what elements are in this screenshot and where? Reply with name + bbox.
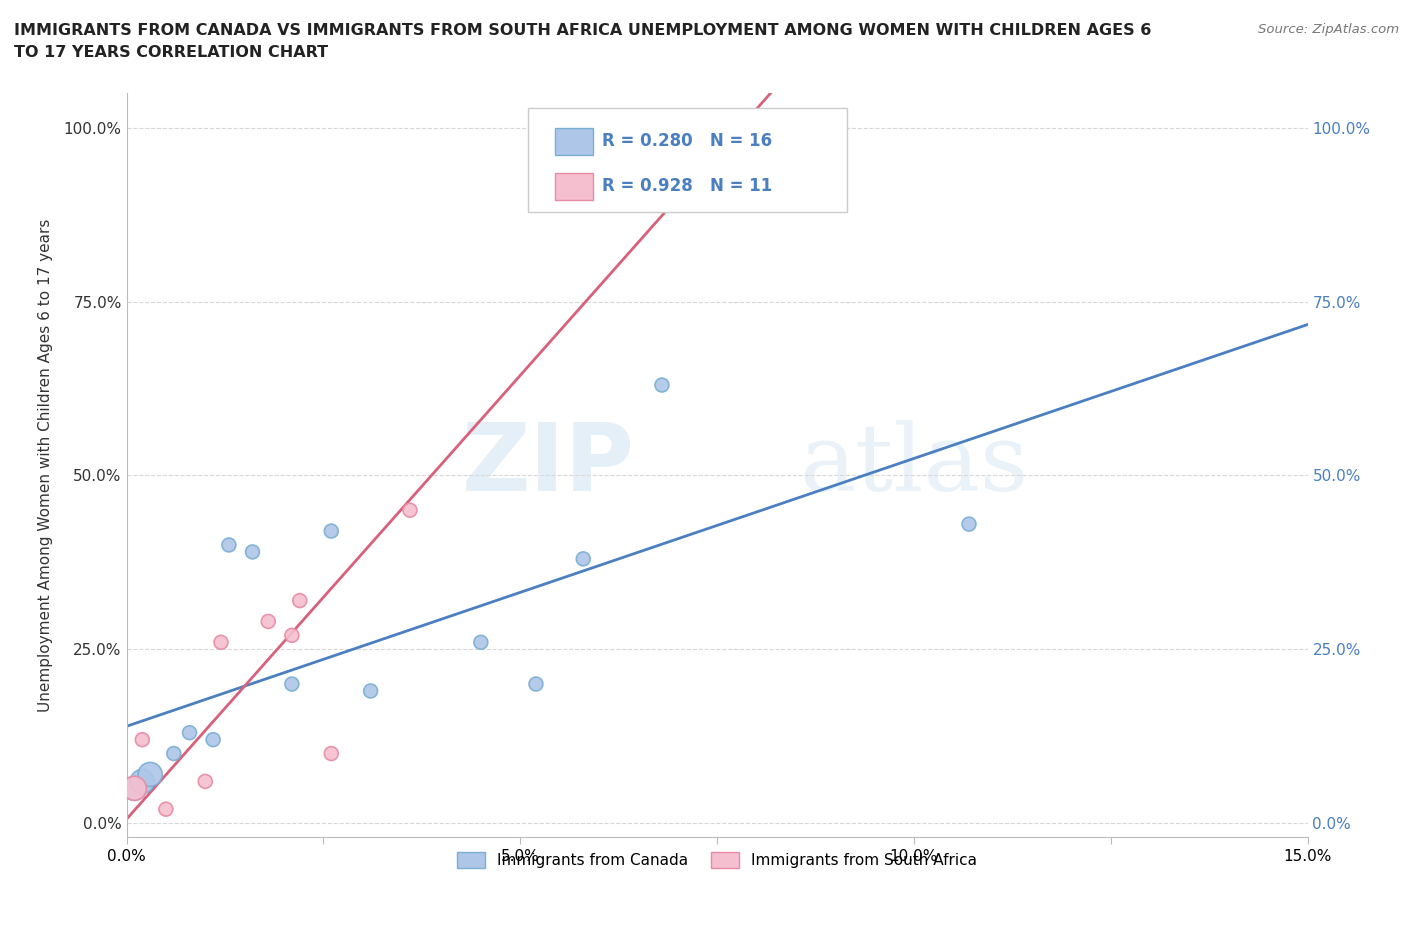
Point	[194, 774, 217, 789]
Text: atlas: atlas	[800, 420, 1029, 510]
Text: TO 17 YEARS CORRELATION CHART: TO 17 YEARS CORRELATION CHART	[14, 45, 328, 60]
Y-axis label: Unemployment Among Women with Children Ages 6 to 17 years: Unemployment Among Women with Children A…	[38, 219, 52, 711]
Point	[124, 781, 146, 796]
Point	[257, 614, 280, 629]
Point	[179, 725, 201, 740]
Point	[321, 524, 343, 538]
Point	[957, 517, 980, 532]
Point	[470, 635, 492, 650]
Point	[281, 628, 304, 643]
Point	[202, 732, 225, 747]
Text: ZIP: ZIP	[461, 419, 634, 511]
Point	[321, 746, 343, 761]
Point	[209, 635, 232, 650]
Point	[131, 732, 153, 747]
Text: IMMIGRANTS FROM CANADA VS IMMIGRANTS FROM SOUTH AFRICA UNEMPLOYMENT AMONG WOMEN : IMMIGRANTS FROM CANADA VS IMMIGRANTS FRO…	[14, 23, 1152, 38]
Point	[360, 684, 382, 698]
Point	[124, 781, 146, 796]
Point	[139, 767, 162, 782]
Text: Source: ZipAtlas.com: Source: ZipAtlas.com	[1258, 23, 1399, 36]
Text: R = 0.928   N = 11: R = 0.928 N = 11	[603, 177, 773, 195]
Point	[155, 802, 177, 817]
Point	[524, 677, 547, 692]
Point	[242, 544, 264, 559]
FancyBboxPatch shape	[555, 173, 593, 200]
Point	[572, 551, 595, 566]
Point	[643, 169, 665, 184]
Point	[163, 746, 186, 761]
FancyBboxPatch shape	[555, 128, 593, 155]
Point	[399, 503, 422, 518]
FancyBboxPatch shape	[529, 108, 846, 212]
Text: R = 0.280   N = 16: R = 0.280 N = 16	[603, 132, 773, 151]
Point	[651, 378, 673, 392]
Point	[281, 677, 304, 692]
Point	[288, 593, 311, 608]
Point	[218, 538, 240, 552]
Point	[131, 774, 153, 789]
Legend: Immigrants from Canada, Immigrants from South Africa: Immigrants from Canada, Immigrants from …	[451, 845, 983, 874]
